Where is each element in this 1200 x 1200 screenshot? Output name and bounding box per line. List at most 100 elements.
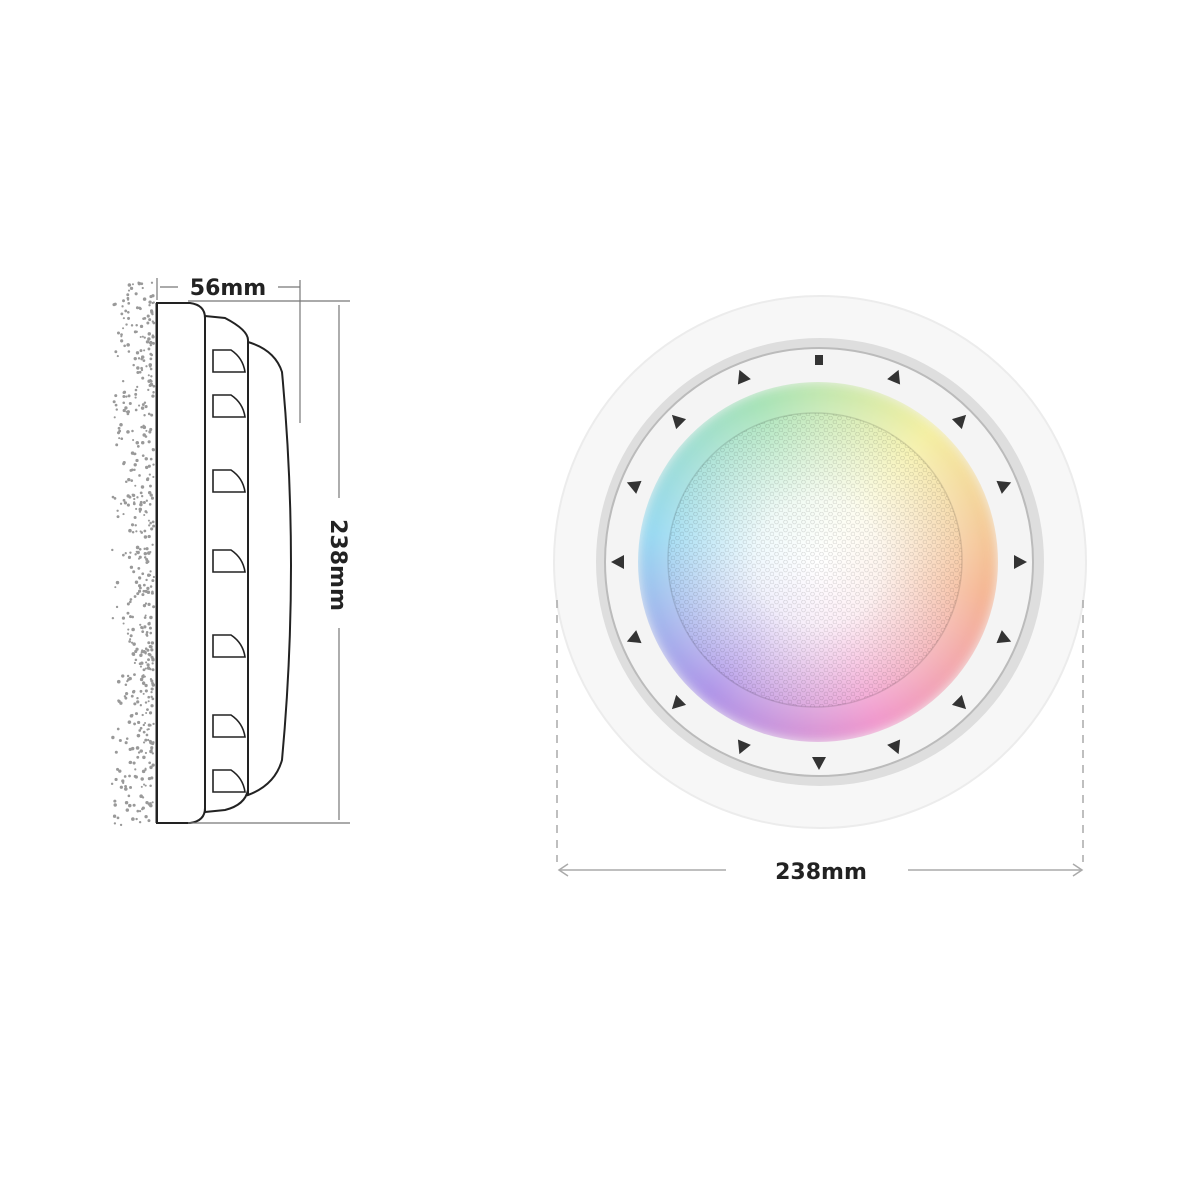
wall-dot bbox=[137, 281, 140, 284]
wall-dot bbox=[150, 281, 154, 284]
wall-dot bbox=[146, 648, 150, 652]
wall-dot bbox=[129, 638, 132, 641]
wall-dot bbox=[124, 683, 128, 686]
wall-dot bbox=[142, 359, 146, 362]
mounting-clip bbox=[212, 469, 246, 493]
wall-dot bbox=[142, 723, 146, 727]
diameter-label: 238mm bbox=[775, 860, 867, 885]
wall-dot bbox=[149, 343, 153, 347]
wall-dot bbox=[139, 586, 142, 590]
wall-dot bbox=[120, 312, 124, 316]
wall-dot bbox=[151, 662, 154, 665]
wall-dot bbox=[116, 767, 120, 771]
wall-dot bbox=[147, 440, 151, 444]
wall-dot bbox=[152, 575, 155, 579]
wall-dot bbox=[141, 713, 144, 717]
wall-dot bbox=[148, 318, 152, 322]
wall-dot bbox=[134, 649, 138, 654]
wall-dot bbox=[130, 479, 134, 482]
wall-dot bbox=[152, 722, 155, 726]
wall-dot bbox=[147, 379, 151, 383]
wall-dot bbox=[123, 501, 128, 505]
wall-dot bbox=[125, 395, 128, 398]
wall-dot bbox=[133, 702, 137, 706]
wall-dot bbox=[136, 496, 139, 499]
wall-dot bbox=[132, 761, 136, 765]
wall-dot bbox=[141, 286, 144, 290]
wall-dot bbox=[129, 714, 134, 718]
wall-dot bbox=[149, 724, 152, 727]
wall-dot bbox=[134, 396, 137, 399]
wall-dot bbox=[133, 501, 136, 504]
wall-dot bbox=[151, 341, 155, 345]
wall-dot bbox=[150, 704, 154, 708]
wall-dot bbox=[138, 510, 142, 513]
front-view: 238mm bbox=[553, 295, 1087, 885]
wall-dot bbox=[134, 553, 137, 556]
wall-dot bbox=[144, 667, 147, 670]
wall-dot bbox=[132, 570, 136, 574]
mounting-clip bbox=[212, 549, 246, 573]
wall-dot bbox=[121, 616, 126, 620]
wall-dot bbox=[133, 661, 136, 665]
wall-dot bbox=[144, 614, 147, 617]
wall-dot bbox=[147, 534, 151, 539]
triangle-marker-icon bbox=[1014, 555, 1027, 569]
wall-dot bbox=[130, 523, 135, 527]
wall-dot bbox=[133, 722, 136, 726]
wall-dot bbox=[148, 341, 152, 345]
wall-dot bbox=[140, 357, 143, 361]
wall-dot bbox=[141, 495, 144, 498]
wall-dot bbox=[145, 630, 149, 634]
wall-dot bbox=[138, 547, 142, 551]
screw-icon bbox=[815, 355, 823, 365]
wall-dot bbox=[152, 524, 156, 528]
wall-dot bbox=[124, 406, 128, 410]
wall-dot bbox=[142, 424, 145, 428]
wall-dot bbox=[152, 605, 156, 609]
wall-dot bbox=[126, 679, 129, 683]
wall-dot bbox=[113, 803, 117, 807]
wall-dot bbox=[125, 692, 129, 696]
wall-dot bbox=[136, 370, 140, 375]
wall-dot bbox=[151, 335, 155, 339]
wall-dot bbox=[147, 738, 150, 742]
wall-dot bbox=[150, 641, 155, 645]
wall-dot bbox=[114, 403, 118, 407]
mounting-clips bbox=[212, 349, 246, 793]
wall-dot bbox=[137, 720, 141, 725]
wall-dot bbox=[139, 623, 142, 626]
wall-dot bbox=[152, 741, 155, 744]
wall-dot bbox=[143, 535, 148, 539]
wall-dot bbox=[126, 298, 130, 301]
wall-dot bbox=[142, 297, 147, 301]
wall-dot bbox=[152, 391, 155, 394]
wall-dot bbox=[135, 507, 138, 511]
wall-dot bbox=[148, 524, 151, 527]
wall-dot bbox=[148, 739, 152, 743]
side-view: 56mm 238mm bbox=[110, 276, 350, 827]
wall-dot bbox=[138, 729, 142, 732]
wall-dot bbox=[147, 641, 151, 645]
wall-dot bbox=[141, 681, 146, 685]
wall-dot bbox=[136, 444, 140, 448]
wall-dot bbox=[147, 658, 150, 662]
wall-dot bbox=[141, 403, 145, 407]
wall-dot bbox=[147, 695, 151, 699]
wall-dot bbox=[142, 741, 146, 744]
wall-dot bbox=[116, 816, 120, 820]
wall-dot bbox=[149, 585, 153, 588]
wall-dot bbox=[145, 578, 148, 582]
wall-dot bbox=[145, 661, 148, 664]
wall-dot bbox=[143, 675, 146, 678]
wall-dot bbox=[136, 755, 140, 759]
mounting-clip bbox=[212, 634, 246, 658]
wall-dot bbox=[123, 775, 127, 778]
triangle-marker-icon bbox=[996, 480, 1012, 494]
wall-dot bbox=[148, 653, 152, 657]
wall-dot bbox=[133, 673, 136, 677]
wall-dot bbox=[126, 674, 130, 678]
wall-dot bbox=[131, 817, 135, 821]
wall-dot bbox=[148, 365, 152, 368]
wall-dot bbox=[127, 394, 131, 398]
